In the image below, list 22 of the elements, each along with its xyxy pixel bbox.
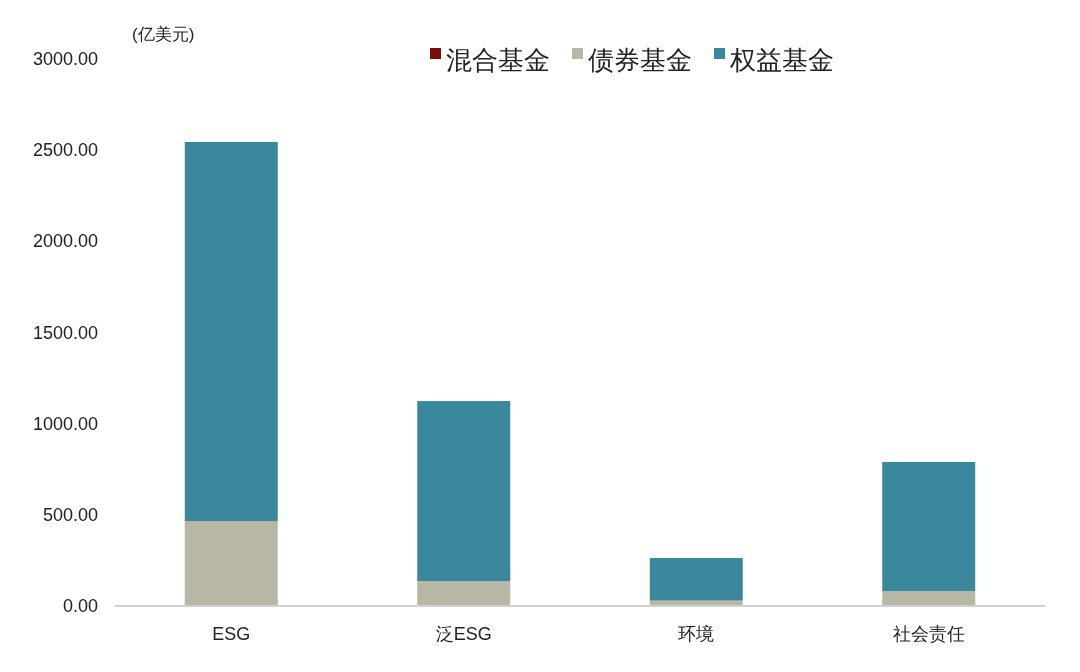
y-tick-label: 1500.00 [32, 322, 98, 343]
y-tick-label: 2500.00 [32, 140, 98, 161]
x-tick-label: ESG [212, 624, 251, 644]
bar [649, 558, 743, 601]
bar [417, 401, 511, 582]
x-tick-label: 泛ESG [435, 624, 492, 644]
y-tick-label: 1000.00 [32, 413, 98, 434]
bar [184, 521, 278, 606]
y-axis-title: (亿美元) [132, 25, 195, 44]
bar [882, 461, 976, 592]
legend-label: 混合基金 [446, 45, 550, 75]
bar [882, 591, 976, 606]
bar [417, 581, 511, 606]
y-tick-label: 500.00 [42, 504, 98, 525]
x-tick-label: 社会责任 [892, 624, 965, 644]
legend-label: 债券基金 [588, 45, 692, 75]
bar [184, 141, 278, 522]
legend-label: 权益基金 [729, 45, 834, 75]
y-tick-label: 0.00 [62, 596, 98, 616]
x-tick-label: 环境 [678, 624, 715, 644]
y-tick-label: 2000.00 [32, 231, 98, 252]
y-tick-label: 3000.00 [32, 49, 98, 69]
